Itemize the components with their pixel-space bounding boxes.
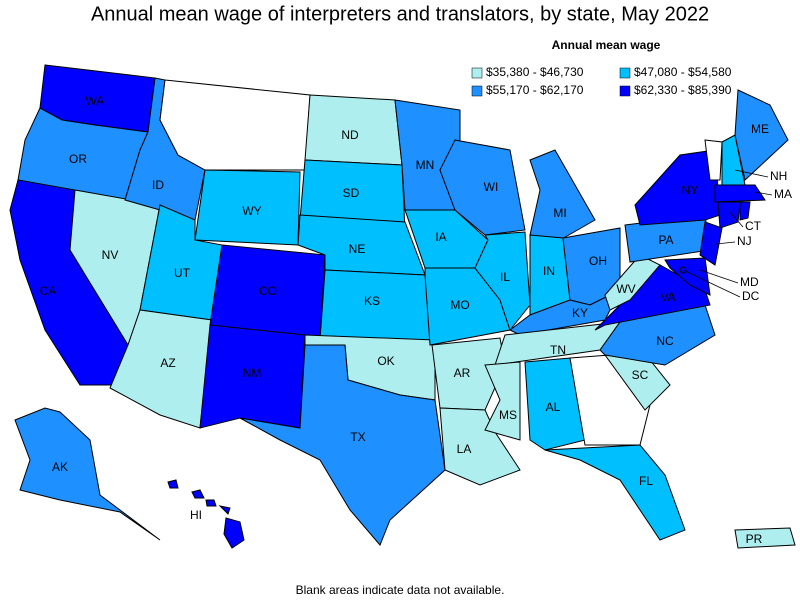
state-label: OH [589,254,607,268]
state-label: PR [746,532,763,546]
state-shape [529,149,596,241]
legend-label: $62,330 - $85,390 [634,83,732,97]
state-shape [14,407,161,541]
state-label: NM [243,366,262,380]
legend: $35,380 - $46,730 $47,080 - $54,580 $55,17… [471,65,732,97]
state-shape [569,354,651,446]
legend-swatch [619,67,631,79]
state-shape [664,257,711,296]
state-shape [474,231,531,332]
state-label: NY [682,183,699,197]
legend-title: Annual mean wage [552,38,661,52]
state-shape [484,361,521,441]
state-label: HI [190,508,202,522]
map-title: Annual mean wage of interpreters and tra… [91,3,709,25]
state-shape [239,344,446,546]
state-label: IA [435,230,446,244]
state-label: WA [86,94,105,108]
state-shape [167,479,245,549]
footnote: Blank areas indicate data not available. [296,583,505,597]
state-label: MI [553,206,566,220]
state-label: AL [546,400,561,414]
state-label: SC [632,368,649,382]
state-labels: WA OR CA NV ID WY UT AZ CO NM ND SD NE KS OK TX MN IA MO AR… [40,94,792,546]
state-label: MO [450,298,469,312]
state-label: IN [543,264,555,278]
states [9,64,796,549]
legend-label: $55,170 - $62,170 [486,83,584,97]
leader-line [729,211,744,228]
state-shape [524,357,586,451]
state-label: VA [660,290,675,304]
state-label: AR [454,366,471,380]
legend-swatch [471,85,483,97]
state-shape [439,407,521,486]
state-label: NE [349,242,366,256]
legend-label: $35,380 - $46,730 [486,65,584,79]
state-shape [739,201,751,221]
state-label: MD [740,275,759,289]
state-label: MS [499,408,517,422]
state-label: AK [52,460,68,474]
state-label: WV [616,282,635,296]
state-shape [699,221,723,266]
state-shape [159,79,311,171]
state-label: CA [40,284,57,298]
state-label: OR [69,152,87,166]
state-label: NV [102,248,119,262]
state-label: WI [484,180,499,194]
state-label: FL [639,474,653,488]
state-label: WY [242,204,261,218]
leader-line [715,241,736,245]
legend-label: $47,080 - $54,580 [634,65,732,79]
state-label: LA [457,442,472,456]
state-label: NH [770,169,787,183]
legend-swatch [619,85,631,97]
state-label: ME [751,122,769,136]
state-label: ID [152,178,164,192]
state-label: PA [658,233,673,247]
state-label: AZ [160,356,175,370]
legend-swatch [471,67,483,79]
state-label: NC [656,334,674,348]
state-label: MA [774,187,792,201]
state-label: NJ [737,234,752,248]
state-shape [544,444,686,541]
leader-line [754,191,773,196]
state-label: TX [350,430,365,444]
leader-line [734,169,769,178]
state-label: DC [742,289,760,303]
state-shape [714,184,766,203]
state-label: KS [364,294,380,308]
state-shape [734,89,789,181]
state-shape [717,201,741,229]
state-label: KY [572,306,588,320]
state-shape [704,139,723,181]
state-label: CO [259,284,277,298]
state-label: IL [500,270,510,284]
state-shape [734,527,796,549]
state-label: TN [550,343,566,357]
state-label: UT [174,266,191,280]
leader-line [699,269,739,284]
state-label: MN [416,158,435,172]
state-label: ND [341,128,359,142]
state-label: CT [745,219,762,233]
state-label: SD [343,186,360,200]
state-label: OK [377,354,394,368]
leader-line [682,269,741,298]
